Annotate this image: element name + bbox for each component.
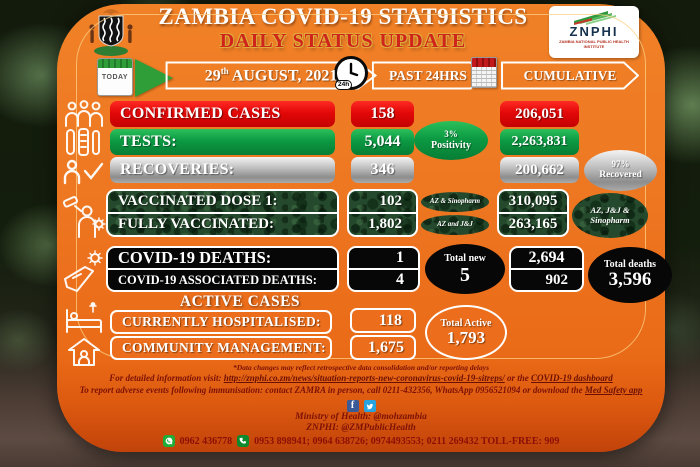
fully-vaccinated-cumulative: 263,165 xyxy=(499,212,567,235)
confirmed-cases-label: CONFIRMED CASES xyxy=(110,101,335,127)
dashboard-link[interactable]: COVID-19 dashboard xyxy=(531,373,613,383)
daily-status-poster: ZAMBIA COVID-19 STAT9ISTICS DAILY STATUS… xyxy=(57,4,672,452)
cumulative-banner: CUMULATIVE xyxy=(501,61,639,90)
dose1-cumulative: 310,095 xyxy=(508,193,558,209)
past-24hrs-banner: PAST 24HRS xyxy=(372,61,484,90)
vaccination-past24-group: 102 1,802 xyxy=(347,189,418,237)
cumulative-calendar-icon xyxy=(471,57,497,88)
vaccination-labels-group: VACCINATED DOSE 1: FULLY VACCINATED: xyxy=(106,189,339,237)
moh-handle[interactable]: Ministry of Health: @mohzambia xyxy=(295,412,427,422)
hospitalised-label: CURRENTLY HOSPITALISED: xyxy=(110,310,332,334)
dose1-label: VACCINATED DOSE 1: xyxy=(118,193,278,209)
date-rest: AUGUST, 2021 xyxy=(228,67,338,85)
hospital-bed-icon xyxy=(63,302,105,336)
tests-label: TESTS: xyxy=(110,129,335,155)
recoveries-cumulative: 200,662 xyxy=(500,157,579,183)
adverse-events-line: To report adverse events following immun… xyxy=(59,385,663,395)
dose1-vaccine-badge: AZ & Sinopharm xyxy=(421,192,489,212)
phone-numbers[interactable]: 0953 898941; 0964 638726; 0974493553; 02… xyxy=(254,435,560,447)
hotline-row: 0962 436778 0953 898941; 0964 638726; 09… xyxy=(57,435,665,447)
total-new-deaths-badge: Total new 5 xyxy=(425,244,505,294)
associated-deaths-label: COVID-19 ASSOCIATED DEATHS: xyxy=(108,268,337,290)
community-label: COMMUNITY MANAGEMENT: xyxy=(110,336,332,360)
covid-deaths-past24: 1 xyxy=(396,249,404,266)
znphi-logo-text: ZNPHI xyxy=(569,24,619,39)
covid-deaths-cumulative: 2,694 xyxy=(528,249,565,266)
deaths-past24-group: 1 4 xyxy=(347,246,420,292)
fully-vaccinated-label: FULLY VACCINATED: xyxy=(108,212,337,235)
positivity-badge: 3% Positivity xyxy=(414,121,488,160)
active-cases-title: ACTIVE CASES xyxy=(179,293,301,310)
today-calendar-icon: TODAY xyxy=(97,58,133,96)
total-active-badge: Total Active 1,793 xyxy=(425,305,507,360)
deaths-cumulative-group: 2,694 902 xyxy=(509,246,584,292)
clock-24h-label: 24h xyxy=(335,80,353,90)
crowd-icon xyxy=(63,98,105,130)
med-safety-link[interactable]: Med Safety app xyxy=(584,385,643,395)
confirmed-cases-past24: 158 xyxy=(351,101,414,127)
phone-icon xyxy=(237,435,250,447)
recovered-percent-badge: 97% Recovered xyxy=(584,150,657,191)
znphi-logo: ZNPHI ZAMBIA NATIONAL PUBLIC HEALTH INST… xyxy=(549,6,639,58)
tests-cumulative: 2,263,831 xyxy=(500,129,579,155)
facebook-icon[interactable] xyxy=(346,400,359,412)
vaccination-cumulative-group: 310,095 263,165 xyxy=(497,189,569,237)
tests-past24: 5,044 xyxy=(351,129,414,155)
dose1-past24: 102 xyxy=(379,193,403,209)
recoveries-label: RECOVERIES: xyxy=(110,157,335,183)
associated-deaths-cumulative: 902 xyxy=(511,268,582,290)
social-icons xyxy=(57,400,665,412)
community-value: 1,675 xyxy=(350,335,416,360)
info-prefix: For detailed information visit: xyxy=(109,373,224,383)
fully-vaccine-badge: AZ and J&J xyxy=(421,215,489,235)
znphi-logo-subtext: ZAMBIA NATIONAL PUBLIC HEALTH INSTITUTE xyxy=(559,39,629,49)
coffin-icon xyxy=(59,250,107,296)
fully-vaccinated-past24: 1,802 xyxy=(349,212,416,235)
vaccine-types-badge: AZ, J&J & Sinopharm xyxy=(572,193,648,238)
hospitalised-value: 118 xyxy=(350,308,416,333)
znphi-handle[interactable]: ZNPHI: @ZMPublicHealth xyxy=(306,423,416,433)
vaccination-syringe-icon xyxy=(60,194,106,242)
sitreps-link[interactable]: http://znphi.co.zm/news/situation-report… xyxy=(223,373,505,383)
confirmed-cases-cumulative: 206,051 xyxy=(500,101,579,127)
page-subtitle: DAILY STATUS UPDATE xyxy=(219,30,467,52)
total-deaths-badge: Total deaths 3,596 xyxy=(588,247,672,303)
adverse-prefix: To report adverse events following immun… xyxy=(79,385,585,395)
clock-24h-icon: 24h xyxy=(334,56,368,90)
deaths-labels-group: COVID-19 DEATHS: COVID-19 ASSOCIATED DEA… xyxy=(106,246,339,292)
info-mid: or the xyxy=(504,373,532,383)
data-disclaimer: *Data changes may reflect retrospective … xyxy=(232,363,490,372)
info-line: For detailed information visit: http://z… xyxy=(65,373,657,383)
date-day: 29 xyxy=(204,67,221,85)
recovered-person-icon xyxy=(62,156,104,186)
whatsapp-icon xyxy=(162,435,175,447)
test-tubes-icon xyxy=(64,127,102,157)
recoveries-past24: 346 xyxy=(351,157,414,183)
today-label: TODAY xyxy=(101,74,129,81)
whatsapp-number[interactable]: 0962 436778 xyxy=(179,435,233,447)
date-banner: 29th AUGUST, 2021 xyxy=(165,61,377,90)
twitter-icon[interactable] xyxy=(363,400,376,412)
associated-deaths-past24: 4 xyxy=(349,268,418,290)
date-suffix: th xyxy=(220,65,229,76)
znphi-logo-bird-icon xyxy=(574,11,616,25)
page-title: ZAMBIA COVID-19 STAT9ISTICS xyxy=(158,4,528,29)
home-care-icon xyxy=(67,337,101,367)
zambia-coat-of-arms xyxy=(89,9,133,56)
covid-deaths-label: COVID-19 DEATHS: xyxy=(118,248,272,267)
